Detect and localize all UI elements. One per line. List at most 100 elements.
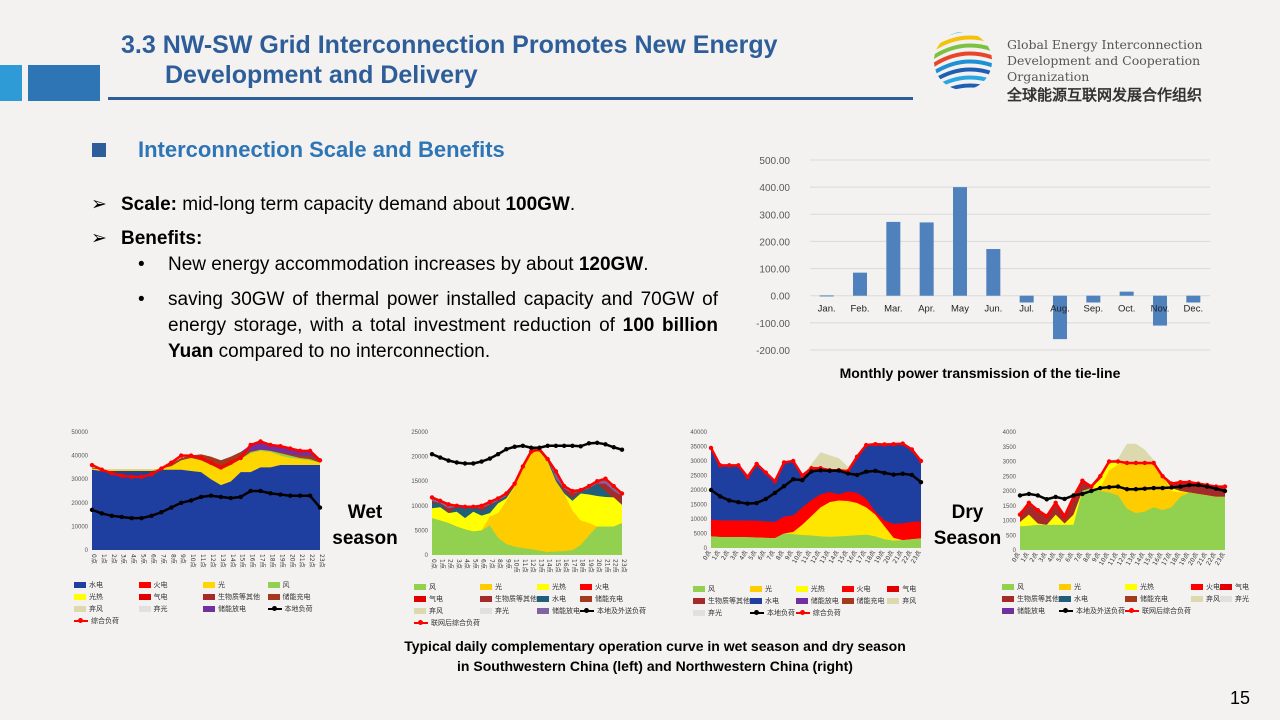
x-tick-label: 7点 (1072, 551, 1084, 564)
legend-swatch (1220, 596, 1232, 602)
load-point (809, 469, 814, 474)
load-point (1115, 484, 1121, 489)
figure-caption: Typical daily complementary operation cu… (300, 636, 1010, 676)
legend-label: 综合负荷 (91, 618, 119, 625)
load-point (149, 472, 154, 477)
legend-label: 综合负荷 (812, 610, 841, 617)
load-point (454, 503, 459, 508)
legend-item: 气电 (1220, 582, 1249, 592)
legend-label: 水电 (1074, 596, 1088, 603)
load-point (754, 461, 759, 467)
y-tick-label: 2500 (1003, 474, 1017, 480)
legend-label: 生物质等其他 (495, 596, 537, 603)
load-point (139, 515, 144, 521)
load-point (1017, 493, 1023, 498)
legend-item: 风 (1002, 582, 1059, 592)
legend-swatch (795, 610, 810, 615)
area-layer-风 (711, 533, 921, 548)
legend-swatch (795, 586, 808, 592)
title-divider (108, 97, 913, 100)
x-tick-label: 14点 (546, 559, 554, 573)
x-tick-label: Jun. (984, 304, 1002, 315)
load-point (736, 499, 741, 505)
x-tick-label: 11点 (199, 554, 207, 568)
org-name-en-2: Development and Cooperation Organization (1007, 53, 1201, 84)
legend-item: 气电 (138, 592, 204, 602)
area-layer-风 (432, 518, 622, 555)
load-point (471, 504, 476, 509)
legend-item: 光热 (1125, 582, 1191, 592)
load-point (1035, 493, 1041, 498)
x-tick-label: 5点 (1054, 551, 1066, 564)
legend-item: 弃光 (693, 608, 750, 618)
load-point (528, 449, 534, 454)
area-chart-svg: 0 5000 10000 15000 20000 25000 30000 35000 40000… (690, 430, 924, 565)
legend-swatch (1059, 608, 1073, 613)
y-tick-label: 5000 (694, 532, 708, 538)
x-tick-label: 13点 (537, 559, 545, 573)
sw-dry-season-chart: 0 5000 10000 15000 20000 25000 30000 35000 40000… (670, 422, 930, 622)
legend-swatch (693, 598, 705, 604)
load-point (487, 499, 493, 505)
load-point (873, 441, 878, 447)
legend-label: 气电 (1235, 584, 1249, 591)
load-point (772, 490, 778, 496)
y-tick-label: -200.00 (756, 346, 790, 357)
legend-item: 生物质等其他 (693, 596, 750, 606)
scale-end: . (569, 194, 576, 215)
legend-swatch (1125, 608, 1139, 613)
load-point (1053, 494, 1058, 500)
legend-swatch (537, 596, 549, 602)
scale-value: 100GW (505, 194, 570, 215)
scale-point: ➢ Scale: mid-long term capacity demand a… (91, 192, 576, 218)
load-point (169, 460, 174, 465)
load-point (1080, 478, 1085, 483)
legend-label: 光热 (810, 586, 825, 593)
legend-swatch (750, 586, 762, 592)
legend-label: 储能放电 (218, 606, 246, 613)
y-tick-label: 40000 (690, 430, 707, 436)
org-name-en-1: Global Energy Interconnection (1007, 37, 1203, 52)
legend-swatch (203, 594, 215, 600)
legend-item: 气电 (887, 584, 933, 594)
x-tick-label: May (951, 304, 969, 315)
load-point (1142, 486, 1147, 491)
y-tick-label: 0 (704, 546, 708, 552)
load-point (918, 458, 924, 464)
x-tick-label: Dec. (1184, 304, 1204, 315)
x-tick-label: 0点 (90, 554, 98, 564)
load-point (1053, 500, 1058, 505)
load-point (717, 494, 723, 499)
x-tick-label: 17点 (259, 554, 267, 568)
y-tick-label: 500 (1006, 533, 1017, 539)
y-tick-label: 10000 (411, 504, 428, 510)
legend-label: 光热 (1140, 584, 1154, 591)
area-layer-光 (432, 451, 622, 555)
y-tick-label: 30000 (71, 477, 88, 483)
scale-text: mid-long term capacity demand about (176, 194, 506, 215)
legend-label: 光 (1074, 584, 1081, 591)
x-tick-label: 10点 (189, 554, 197, 568)
load-point (179, 453, 184, 458)
load-point (1026, 491, 1032, 497)
load-point (1213, 486, 1219, 491)
legend-item: 火电 (138, 580, 204, 590)
load-point (891, 472, 896, 477)
benefit-item: • New energy accommodation increases by … (138, 252, 649, 278)
legend-swatch (203, 582, 215, 588)
y-tick-label: 2000 (1003, 489, 1017, 495)
load-point (827, 468, 832, 474)
load-point (781, 484, 787, 489)
load-point (278, 492, 283, 497)
x-tick-label: 21点 (603, 559, 611, 573)
load-point (504, 491, 509, 496)
dry-season-label: Dry Season (933, 502, 1002, 549)
load-point (109, 513, 115, 518)
x-tick-label: Aug. (1050, 304, 1070, 315)
x-tick-label: 4点 (130, 554, 138, 564)
load-point (708, 445, 714, 451)
y-tick-label: 15000 (690, 503, 707, 509)
legend-label: 储能放电 (1017, 608, 1045, 615)
legend-item: 本地负荷 (750, 608, 796, 618)
legend-item: 储能充电 (1125, 594, 1191, 604)
